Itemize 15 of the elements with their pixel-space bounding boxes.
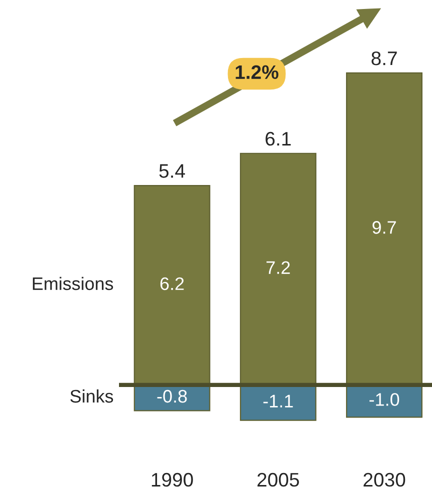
data-label: -1.1 xyxy=(263,394,293,408)
data-label: -1.0 xyxy=(370,393,400,406)
annotation: 1.2% xyxy=(236,65,278,79)
data-label: 9.7 xyxy=(372,221,396,234)
total-label: 5.4 xyxy=(159,164,185,178)
x-tick-label: 1990 xyxy=(152,472,193,487)
total-label: 6.1 xyxy=(266,132,291,146)
x-tick-label: 2005 xyxy=(258,472,299,487)
series-label: Sinks xyxy=(70,389,114,403)
x-tick-label: 2030 xyxy=(364,472,406,487)
total-label: 8.7 xyxy=(372,51,397,66)
data-label: 6.2 xyxy=(160,277,184,290)
data-label: -0.8 xyxy=(157,390,187,403)
series-label: Emissions xyxy=(32,276,114,290)
data-label: 7.2 xyxy=(266,261,290,274)
